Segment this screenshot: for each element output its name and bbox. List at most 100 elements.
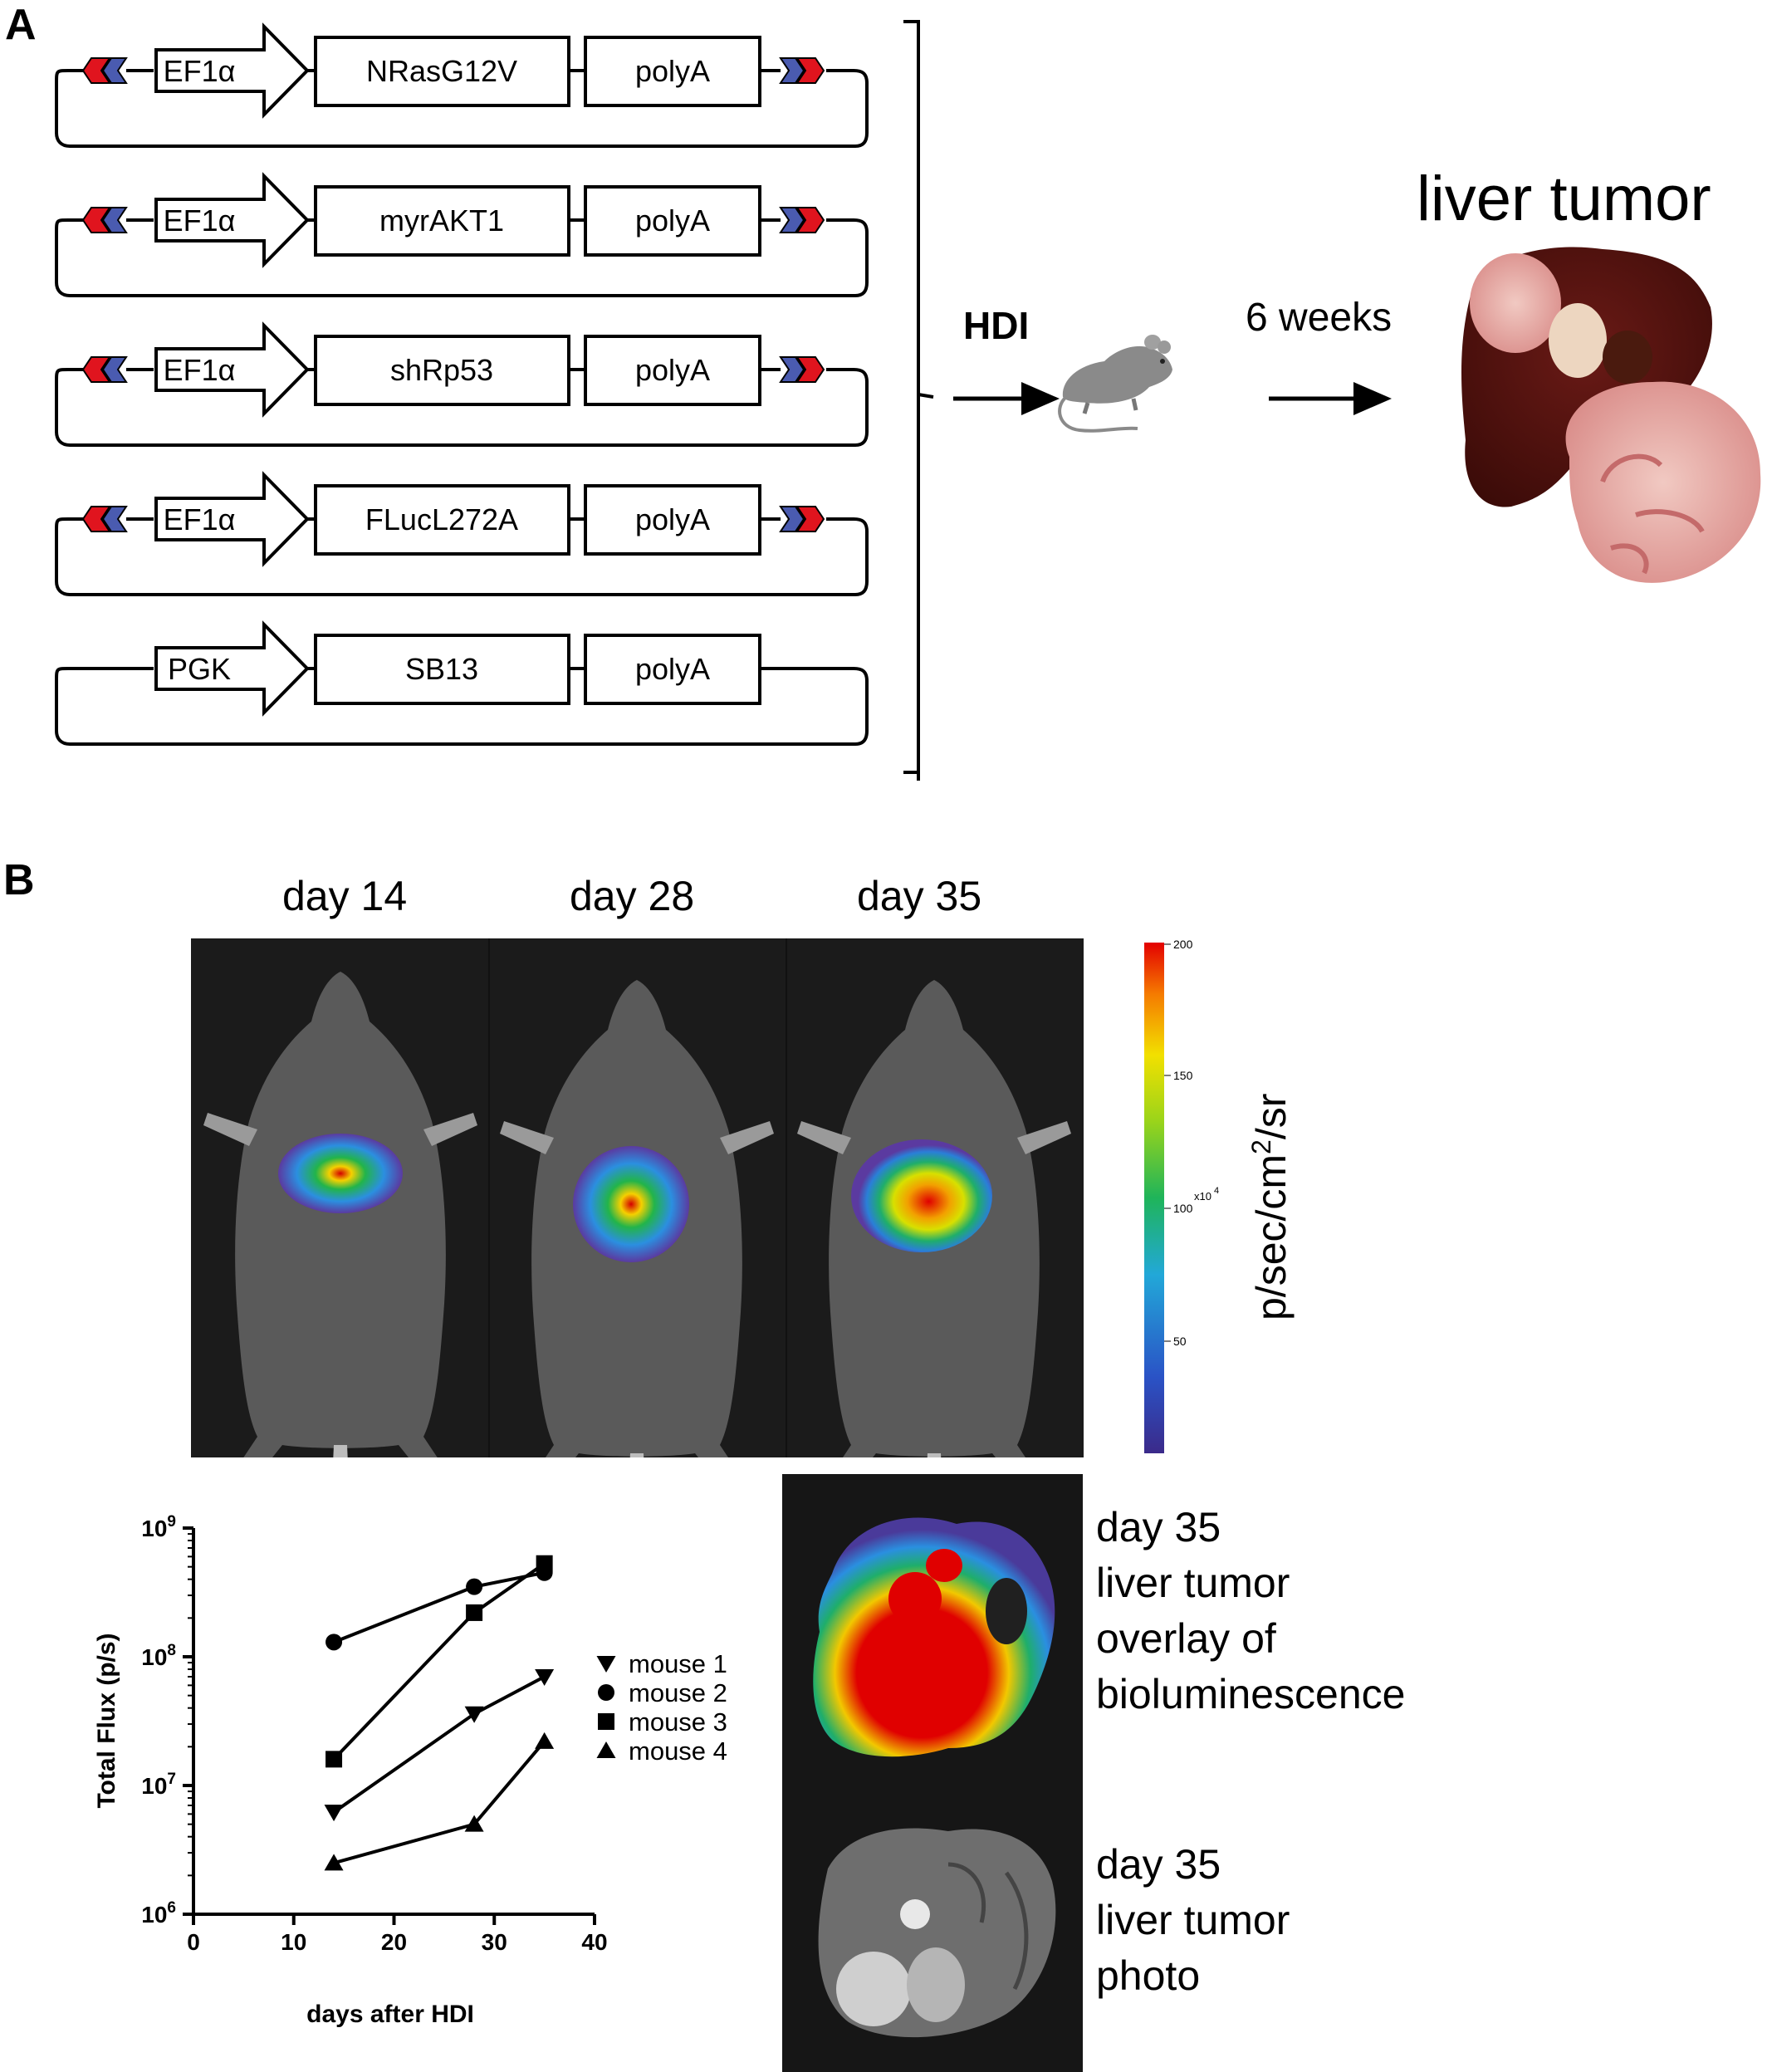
series-line-2 [333,1570,546,1644]
colorbar-tick-150: 150 [1173,1069,1193,1082]
series-line-3 [332,1562,546,1761]
arrow-weeks-icon [1269,382,1392,415]
polya-label: polyA [635,502,710,536]
liver-tumor-photo [1461,247,1761,583]
polya-box [584,185,761,257]
promoter-arrow [154,22,310,119]
liver-bioluminescence-overlay [782,1474,1083,2072]
panel-b-letter: B [3,856,35,904]
gene-label: NRasG12V [366,54,517,88]
promoter-arrow [154,471,310,567]
photo-caption-line-3: photo [1096,1952,1201,1999]
promoter-label: PGK [168,652,231,686]
data-point-mouse-1 [464,1706,484,1723]
arrow-hdi-icon [953,382,1060,415]
promoter-label: EF1α [164,203,236,238]
y-tick-label: 106 [141,1899,176,1927]
irdr-right-icon [779,506,825,532]
polya-box [584,36,761,107]
weeks-label: 6 weeks [1246,296,1393,340]
svg-text:p/sec/cm2/sr: p/sec/cm2/sr [1246,1094,1295,1320]
data-point-mouse-3 [326,1751,343,1768]
y-tick-label: 107 [141,1771,176,1799]
polya-label: polyA [635,652,710,686]
overlay-caption: day 35 liver tumor overlay of biolumines… [1096,1500,1405,1722]
data-point-mouse-4 [464,1815,484,1832]
data-point-mouse-1 [535,1669,555,1687]
gene-label: myrAKT1 [379,203,504,238]
irdr-left-icon [81,356,128,383]
irdr-right-icon [779,356,825,383]
polya-label: polyA [635,54,710,88]
promoter-arrow [154,620,310,717]
legend-label-1: mouse 1 [629,1649,727,1678]
polya-label: polyA [635,203,710,238]
x-tick-label: 0 [187,1929,200,1955]
colorbar: 200 150 100 x10 4 50 [1144,938,1219,1453]
x-tick-label: 30 [482,1929,507,1955]
liver-tumor-title: liver tumor [1417,164,1711,234]
panel-a-letter: A [5,1,37,49]
polya-box [584,335,761,406]
colorbar-label: p/sec/cm2/sr [1246,1094,1295,1320]
overlay-caption-line-1: day 35 [1096,1504,1221,1550]
colorbar-multiplier-exp: 4 [1214,1186,1219,1196]
data-point-mouse-3 [466,1604,483,1621]
legend-label-2: mouse 2 [629,1678,727,1707]
x-tick-label: 20 [381,1929,407,1955]
y-tick-label: 108 [141,1642,176,1670]
x-tick-label: 40 [581,1929,607,1955]
data-point-mouse-1 [324,1805,344,1822]
overlay-caption-line-4: bioluminescence [1096,1671,1406,1717]
polya-label: polyA [635,353,710,387]
gene-label: shRp53 [390,353,493,387]
y-axis-label: Total Flux (p/s) [93,1633,120,1808]
irdr-left-icon [81,207,128,233]
plasmid-4: EF1α FLucL272A polyA [55,471,869,596]
overlay-caption-line-3: overlay of [1096,1615,1276,1662]
polya-box [584,484,761,556]
day-35-label: day 35 [857,873,982,919]
irdr-left-icon [81,506,128,532]
plasmid-2: EF1α myrAKT1 polyA [55,172,869,297]
series-line-4 [333,1740,546,1865]
data-point-mouse-3 [536,1555,553,1572]
colorbar-multiplier: x10 [1194,1190,1211,1203]
y-tick-label: 109 [141,1513,176,1541]
day-14-label: day 14 [282,873,408,919]
irdr-right-icon [779,57,825,84]
day-28-label: day 28 [570,873,695,919]
data-point-mouse-4 [535,1732,555,1749]
total-flux-chart: 106 107 108 109 0 10 20 30 40 days after HDI Total… [93,1513,727,2028]
bioluminescence-mouse-images [191,938,1084,1457]
bracket [903,20,934,781]
data-point-mouse-2 [466,1578,483,1595]
irdr-right-icon [779,207,825,233]
gene-label: FLucL272A [365,502,518,536]
plasmid-3: EF1α shRp53 polyA [55,321,869,447]
x-axis-label: days after HDI [306,2001,474,2028]
gene-box [314,634,570,705]
series-line-1 [332,1675,546,1814]
photo-caption-line-1: day 35 [1096,1841,1221,1888]
legend-marker-1 [596,1656,616,1673]
colorbar-tick-100: 100 [1173,1202,1193,1215]
colorbar-tick-50: 50 [1173,1335,1187,1348]
photo-caption-line-2: liver tumor [1096,1897,1290,1943]
mouse-icon [1058,335,1172,433]
plasmid-1: EF1α NRasG12V polyA [55,22,869,148]
data-point-mouse-4 [324,1854,344,1871]
promoter-label: EF1α [164,502,236,536]
promoter-arrow [154,172,310,268]
hdi-label: HDI [963,304,1030,347]
x-tick-label: 10 [281,1929,306,1955]
gene-label: SB13 [405,652,478,686]
legend-marker-4 [596,1741,616,1758]
legend-marker-2 [598,1684,614,1701]
promoter-arrow [154,321,310,418]
irdr-left-icon [81,57,128,84]
legend-marker-3 [598,1713,614,1730]
promoter-label: EF1α [164,54,236,88]
plasmid-list: EF1α NRasG12V polyA EF1α myrAKT1 polyA EF1α shR… [0,0,930,781]
data-point-mouse-2 [326,1634,343,1651]
